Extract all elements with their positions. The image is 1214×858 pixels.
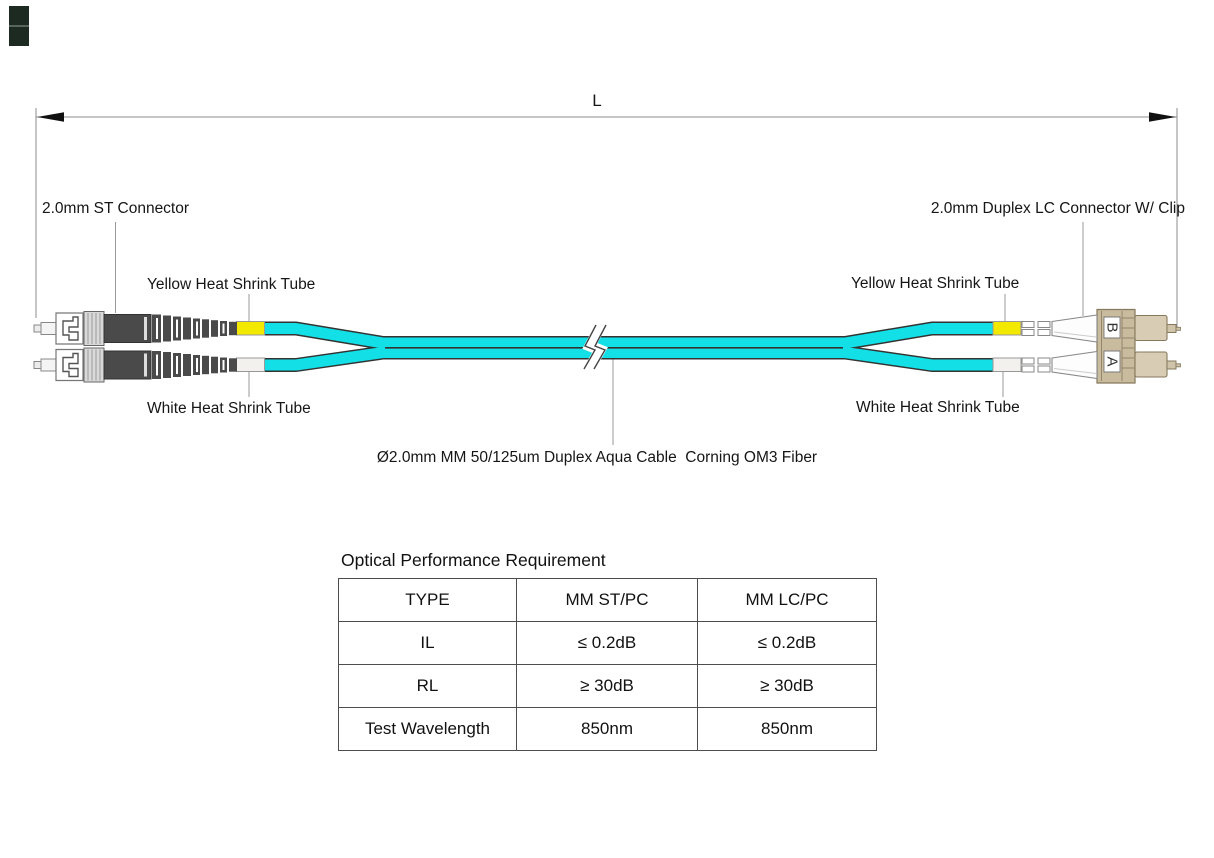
st-connector-bottom xyxy=(33,347,238,383)
white-heat-shrink-left xyxy=(237,358,265,372)
callout-st-connector: 2.0mm ST Connector xyxy=(42,200,190,217)
callout-leaders xyxy=(116,222,1084,445)
table-row-label: Test Wavelength xyxy=(339,708,517,751)
table-cell: 850nm xyxy=(698,708,877,751)
table-header-cell: MM ST/PC xyxy=(517,579,698,622)
duplex-aqua-cable xyxy=(264,329,994,366)
st-connector-top xyxy=(33,310,238,347)
table-row-label: RL xyxy=(339,665,517,708)
clip-marking-a: A xyxy=(1104,356,1121,366)
clip-marking-b: B xyxy=(1104,322,1121,332)
table-title: Optical Performance Requirement xyxy=(341,550,606,570)
white-heat-shrink-right xyxy=(993,358,1021,372)
table-header-cell: TYPE xyxy=(339,579,517,622)
table-cell: ≤ 0.2dB xyxy=(517,622,698,665)
optical-performance-table: TYPE MM ST/PC MM LC/PC IL ≤ 0.2dB ≤ 0.2d… xyxy=(338,578,877,751)
dimension-arrow-right xyxy=(1149,112,1176,122)
callout-yellow-tube-right: Yellow Heat Shrink Tube xyxy=(851,275,1020,292)
dimension-line xyxy=(36,108,1177,330)
clip-label-box-a xyxy=(1104,351,1120,372)
clip-label-box-b xyxy=(1104,317,1120,338)
yellow-heat-shrink-right xyxy=(993,322,1021,336)
dimension-label-L: L xyxy=(592,91,602,110)
callout-white-tube-left: White Heat Shrink Tube xyxy=(147,400,311,417)
table-cell: ≥ 30dB xyxy=(517,665,698,708)
callout-yellow-tube-left: Yellow Heat Shrink Tube xyxy=(147,276,316,293)
table-cell: 850nm xyxy=(517,708,698,751)
table-row-label: IL xyxy=(339,622,517,665)
callout-lc-connector: 2.0mm Duplex LC Connector W/ Clip xyxy=(930,200,1185,217)
callout-white-tube-right: White Heat Shrink Tube xyxy=(856,399,1020,416)
yellow-heat-shrink-left xyxy=(237,322,265,336)
dimension-arrow-left xyxy=(37,112,64,122)
table-header-cell: MM LC/PC xyxy=(698,579,877,622)
corner-mark xyxy=(9,6,29,46)
callout-cable-spec: Ø2.0mm MM 50/125um Duplex Aqua Cable Cor… xyxy=(376,449,818,466)
lc-duplex-clip: B A xyxy=(1097,310,1135,384)
cable-break-symbol xyxy=(584,325,606,369)
table-cell: ≤ 0.2dB xyxy=(698,622,877,665)
table-cell: ≥ 30dB xyxy=(698,665,877,708)
